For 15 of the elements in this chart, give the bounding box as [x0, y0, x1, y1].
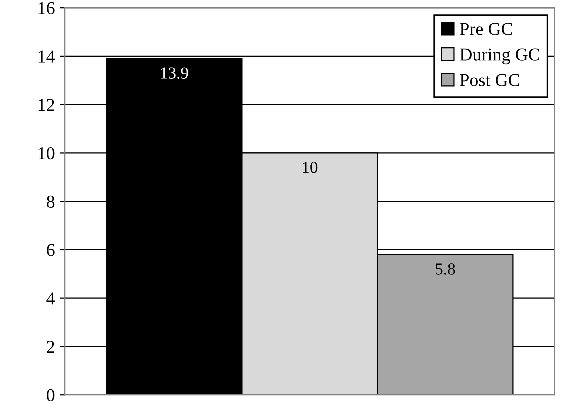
- y-tick-label: 16: [38, 2, 55, 15]
- legend-label: Pre GC: [460, 23, 512, 36]
- y-tick-label: 0: [47, 389, 55, 402]
- y-tick-label: 12: [38, 99, 54, 112]
- y-tick-label: 2: [47, 341, 54, 353]
- data-label: 13.9: [161, 68, 188, 80]
- y-tick-label: 10: [38, 147, 55, 160]
- y-tick-label: 6: [47, 244, 55, 256]
- y-tick-label: 8: [47, 196, 55, 208]
- legend-label: Post GC: [460, 74, 520, 86]
- y-tick-label: 4: [46, 292, 56, 305]
- legend-label: During GC: [460, 48, 540, 65]
- data-label: 10: [303, 162, 318, 174]
- y-tick-label: 14: [38, 50, 56, 63]
- data-label: 5.8: [436, 264, 456, 275]
